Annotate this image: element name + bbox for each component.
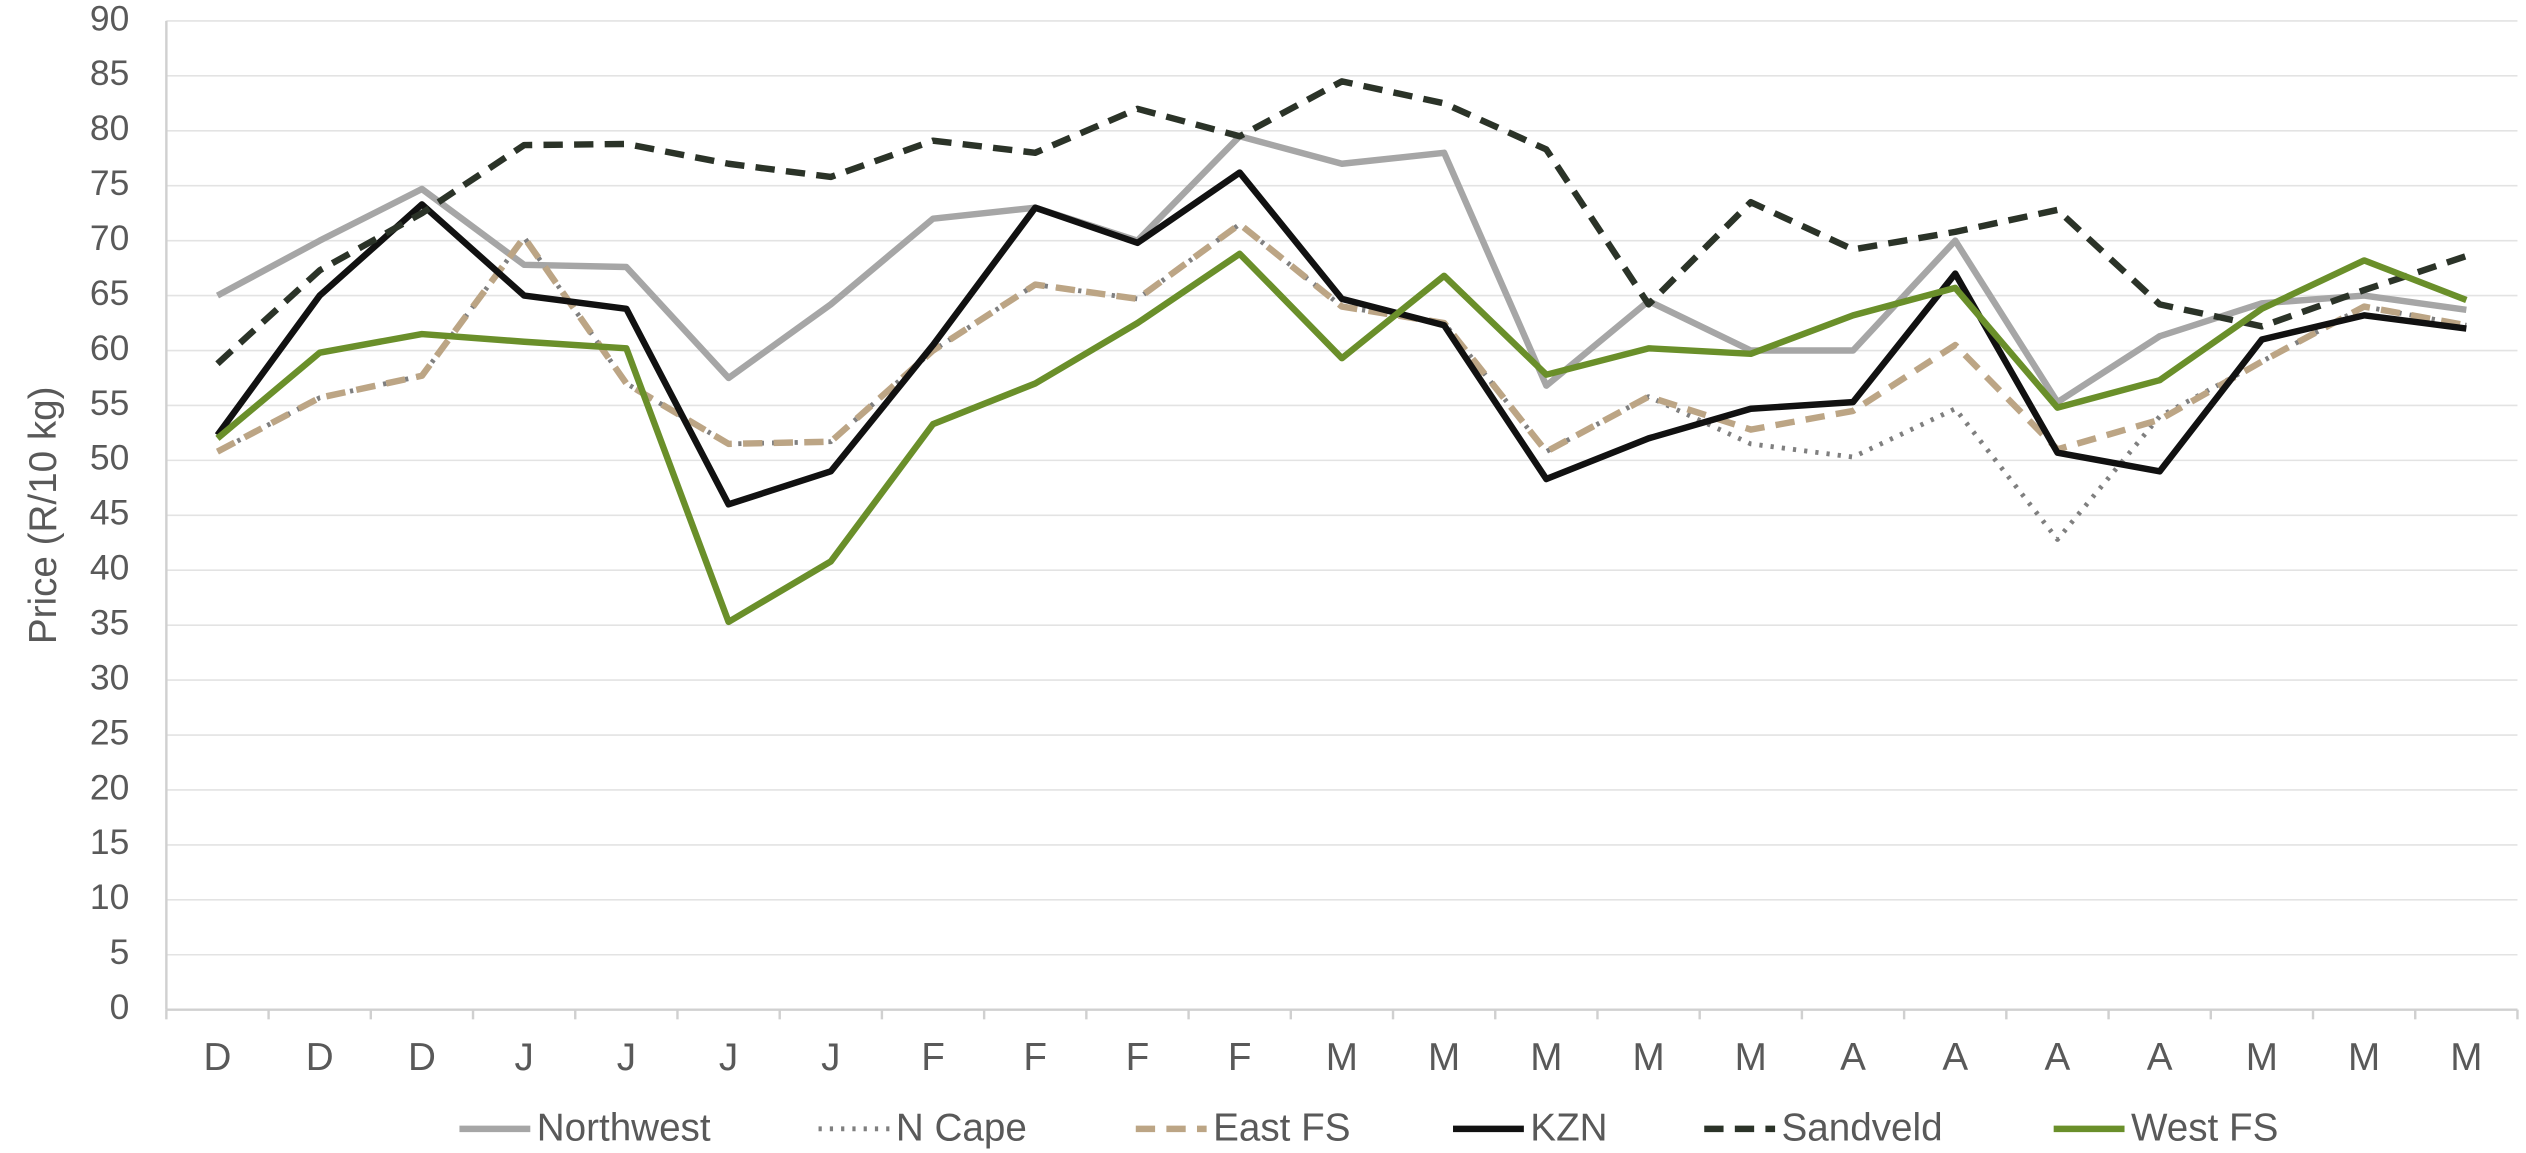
y-tick-label: 45	[90, 493, 129, 533]
y-tick-label: 25	[90, 712, 129, 752]
y-tick-label: 30	[90, 657, 129, 697]
y-tick-label: 70	[90, 218, 129, 258]
y-tick-label: 50	[90, 438, 129, 478]
y-tick-label: 90	[90, 0, 129, 38]
x-tick-label: D	[306, 1036, 334, 1079]
y-tick-label: 75	[90, 163, 129, 203]
x-tick-label: M	[1530, 1036, 1562, 1079]
x-tick-label: M	[2450, 1036, 2482, 1079]
x-tick-label: M	[1632, 1036, 1664, 1079]
y-tick-label: 60	[90, 328, 129, 368]
x-tick-label: A	[2045, 1036, 2071, 1079]
x-tick-label: F	[1023, 1036, 1047, 1079]
y-tick-label: 65	[90, 273, 129, 313]
legend-label: Northwest	[537, 1107, 711, 1150]
x-tick-label: M	[2246, 1036, 2278, 1079]
y-tick-label: 15	[90, 822, 129, 862]
x-tick-label: M	[1735, 1036, 1767, 1079]
y-tick-label: 40	[90, 548, 129, 588]
x-tick-label: M	[1326, 1036, 1358, 1079]
x-tick-label: J	[821, 1036, 840, 1079]
x-tick-label: F	[1228, 1036, 1252, 1079]
x-tick-label: J	[719, 1036, 738, 1079]
x-tick-label: A	[1840, 1036, 1866, 1079]
series-line	[215, 220, 2467, 455]
x-tick-label: M	[1428, 1036, 1460, 1079]
x-tick-label: J	[514, 1036, 533, 1079]
x-tick-label: A	[2147, 1036, 2173, 1079]
series-line	[215, 250, 2468, 626]
y-tick-label: 10	[90, 877, 129, 917]
series-line	[215, 78, 2468, 367]
y-tick-label: 80	[90, 108, 129, 148]
legend-label: West FS	[2131, 1107, 2278, 1150]
legend-label: East FS	[1213, 1107, 1350, 1150]
x-tick-label: F	[1126, 1036, 1150, 1079]
y-tick-label: 85	[90, 53, 129, 93]
series-line	[214, 169, 2467, 508]
series-line	[216, 221, 2467, 542]
x-tick-label: M	[2348, 1036, 2380, 1079]
legend-label: Sandveld	[1782, 1107, 1943, 1150]
x-tick-label: D	[408, 1036, 436, 1079]
x-tick-label: F	[921, 1036, 945, 1079]
y-tick-label: 55	[90, 383, 129, 423]
legend-label: N Cape	[896, 1107, 1027, 1150]
y-axis-label: Price (R/10 kg)	[22, 387, 65, 645]
legend-label: KZN	[1530, 1107, 1607, 1150]
y-tick-label: 5	[110, 932, 130, 972]
series-line	[215, 133, 2467, 406]
x-tick-label: J	[617, 1036, 636, 1079]
y-tick-label: 0	[110, 987, 130, 1027]
x-tick-label: D	[204, 1036, 232, 1079]
x-tick-label: A	[1942, 1036, 1968, 1079]
y-tick-label: 20	[90, 767, 129, 807]
y-tick-label: 35	[90, 603, 129, 643]
